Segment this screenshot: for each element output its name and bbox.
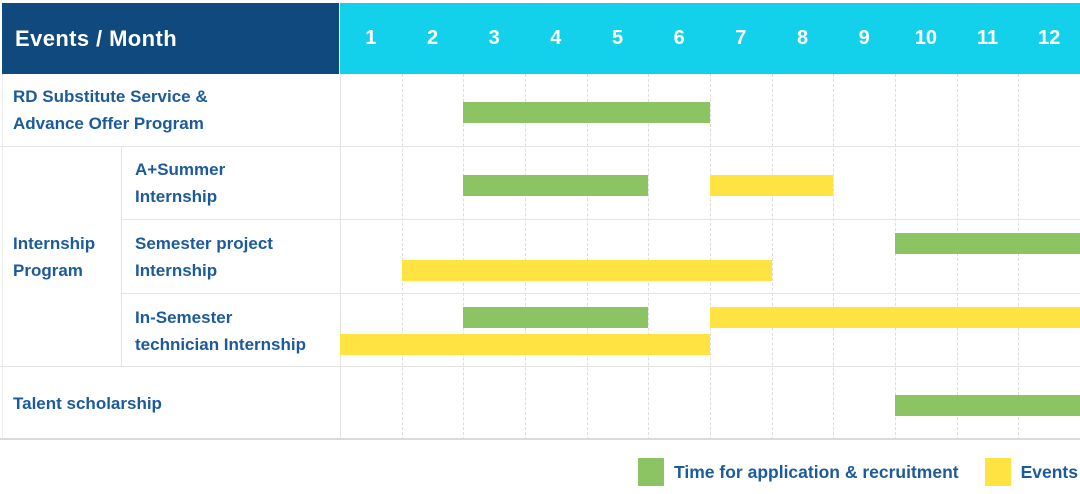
row-group-internship-program: Internship Program A+Summer Internship S… xyxy=(0,147,1080,367)
month-gridline xyxy=(586,74,588,440)
month-label-4: 4 xyxy=(550,27,562,49)
gantt-bar-recruitment xyxy=(895,395,1080,416)
gantt-bar-events xyxy=(710,175,834,196)
month-gridline xyxy=(833,74,835,440)
month-gridline xyxy=(895,74,896,440)
row-label-line: technician Internship xyxy=(135,334,306,354)
month-label-7: 7 xyxy=(735,27,747,49)
gantt-bar-events xyxy=(340,334,710,355)
row-label-semester-project: Semester project Internship xyxy=(122,220,340,293)
month-header-row: 1 2 3 4 5 6 7 8 9 10 11 12 xyxy=(340,3,1080,74)
gantt-bar-events xyxy=(401,260,772,281)
row-label-line: Talent scholarship xyxy=(13,394,162,413)
row-label-in-semester-technician: In-Semester technician Internship xyxy=(122,294,340,367)
group-label-line: Program xyxy=(13,261,83,280)
group-label-internship-program: Internship Program xyxy=(0,147,122,367)
row-label-line: In-Semester xyxy=(135,307,233,327)
row-label-talent-scholarship: Talent scholarship xyxy=(0,367,340,440)
schedule-table: Events / Month 1 2 3 4 5 6 7 8 9 10 11 12 RD Substi… xyxy=(0,3,1080,440)
month-gridline xyxy=(463,74,465,440)
row-label-line: Internship xyxy=(135,187,218,206)
month-gridline xyxy=(956,74,958,440)
header-events-month-cell: Events / Month xyxy=(2,3,339,74)
month-gridline xyxy=(710,74,711,440)
month-label-5: 5 xyxy=(611,27,624,49)
legend-events-swatch xyxy=(984,458,1011,486)
row-a-summer-internship: A+Summer Internship xyxy=(122,147,1080,220)
month-label-11: 11 xyxy=(976,27,999,49)
row-rd-substitute: RD Substitute Service & Advance Offer Pr… xyxy=(0,74,1080,147)
legend-recruitment-swatch xyxy=(638,458,665,486)
bar-area-talent-scholarship xyxy=(340,367,1080,440)
gantt-bar-recruitment xyxy=(463,175,649,196)
month-label-2: 2 xyxy=(426,27,439,49)
row-label-line: Semester project xyxy=(135,233,273,253)
legend: Time for application & recruitment Event… xyxy=(0,457,1078,487)
bar-area-rd-substitute xyxy=(340,74,1080,146)
month-gridline xyxy=(401,74,403,440)
row-label-rd-substitute: RD Substitute Service & Advance Offer Pr… xyxy=(0,74,340,146)
month-label-3: 3 xyxy=(488,27,500,49)
header-title: Events / Month xyxy=(15,25,178,51)
table-bottom-border xyxy=(0,438,1080,440)
month-label-12: 12 xyxy=(1038,27,1061,49)
bar-area-in-semester-technician xyxy=(340,294,1080,367)
internship-subrows: A+Summer Internship Semester project Int… xyxy=(122,147,1080,367)
month-gridline xyxy=(771,74,773,440)
row-label-line: A+Summer xyxy=(135,160,226,179)
month-gridline xyxy=(340,74,341,440)
legend-recruitment-label: Time for application & recruitment xyxy=(674,461,959,482)
row-label-a-summer-internship: A+Summer Internship xyxy=(122,147,340,219)
bar-area-semester-project xyxy=(340,220,1080,293)
month-label-6: 6 xyxy=(673,27,685,49)
bar-area-a-summer xyxy=(340,147,1080,219)
table-left-border xyxy=(2,74,3,440)
legend-events-label: Events xyxy=(1020,461,1078,482)
gantt-bar-recruitment xyxy=(463,307,649,328)
month-label-9: 9 xyxy=(858,27,870,49)
row-talent-scholarship: Talent scholarship xyxy=(0,367,1080,440)
gantt-bar-recruitment xyxy=(895,233,1080,254)
row-label-line: Advance Offer Program xyxy=(13,114,204,133)
month-gridline xyxy=(525,74,526,440)
month-label-8: 8 xyxy=(796,27,809,49)
month-label-1: 1 xyxy=(365,27,377,49)
group-label-line: Internship xyxy=(13,234,96,253)
month-gridline xyxy=(648,74,650,440)
table-body: RD Substitute Service & Advance Offer Pr… xyxy=(0,74,1080,440)
row-in-semester-technician-internship: In-Semester technician Internship xyxy=(122,294,1080,367)
gantt-bar-events xyxy=(710,307,1080,328)
row-label-line: Internship xyxy=(135,260,218,280)
row-label-line: RD Substitute Service & xyxy=(13,87,208,106)
month-label-10: 10 xyxy=(914,27,937,49)
gantt-bar-recruitment xyxy=(463,102,710,123)
month-gridlines xyxy=(340,74,1080,440)
month-gridline xyxy=(1018,74,1020,440)
row-semester-project-internship: Semester project Internship xyxy=(122,220,1080,294)
